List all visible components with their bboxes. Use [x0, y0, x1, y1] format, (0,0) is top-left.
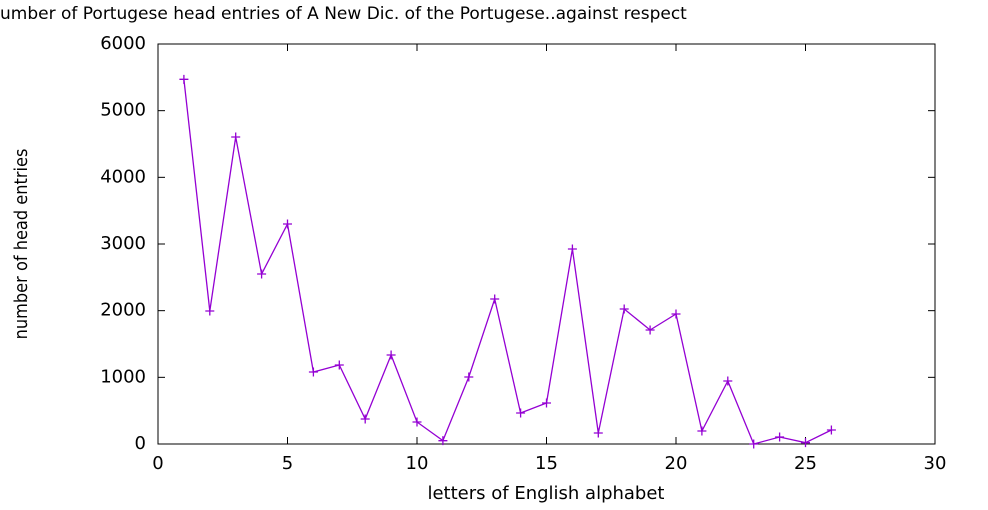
x-tick-label: 30	[924, 453, 947, 474]
y-tick-label: 5000	[100, 100, 146, 121]
data-point	[542, 398, 551, 408]
data-point	[360, 414, 370, 424]
data-point	[567, 244, 577, 254]
data-point	[749, 439, 759, 449]
x-tick-label: 0	[152, 453, 163, 474]
data-point	[490, 294, 500, 304]
data-point	[516, 408, 526, 418]
y-tick-label: 3000	[100, 233, 146, 254]
data-point	[593, 428, 603, 438]
data-point	[671, 309, 681, 319]
data-point	[231, 132, 241, 142]
y-tick-label: 4000	[100, 166, 146, 187]
data-point	[723, 376, 733, 386]
data-point	[801, 438, 810, 448]
data-point	[283, 219, 292, 229]
data-point	[619, 304, 629, 314]
data-point	[697, 426, 707, 436]
data-point	[179, 74, 189, 84]
chart-title: umber of Portugese head entries of A New…	[0, 4, 687, 24]
data-point	[464, 372, 474, 382]
x-tick-label: 5	[282, 453, 293, 474]
y-axis-label: number of head entries	[11, 149, 32, 340]
x-tick-label: 20	[665, 453, 688, 474]
data-point	[205, 306, 215, 316]
data-point	[386, 350, 396, 360]
data-point	[438, 436, 448, 446]
data-point	[334, 360, 344, 370]
data-point	[412, 417, 422, 427]
y-tick-label: 6000	[100, 33, 146, 54]
data-point	[826, 425, 836, 435]
x-axis-label: letters of English alphabet	[427, 483, 664, 504]
data-line	[183, 79, 832, 445]
y-tick-label: 0	[135, 433, 146, 454]
x-tick-label: 25	[794, 453, 817, 474]
x-tick-label: 15	[535, 453, 558, 474]
data-point	[308, 367, 318, 377]
data-point	[257, 269, 267, 279]
y-tick-label: 2000	[100, 300, 146, 321]
x-tick-label: 10	[406, 453, 429, 474]
data-point	[775, 432, 785, 442]
data-point	[645, 325, 655, 335]
y-tick-label: 1000	[100, 366, 146, 387]
